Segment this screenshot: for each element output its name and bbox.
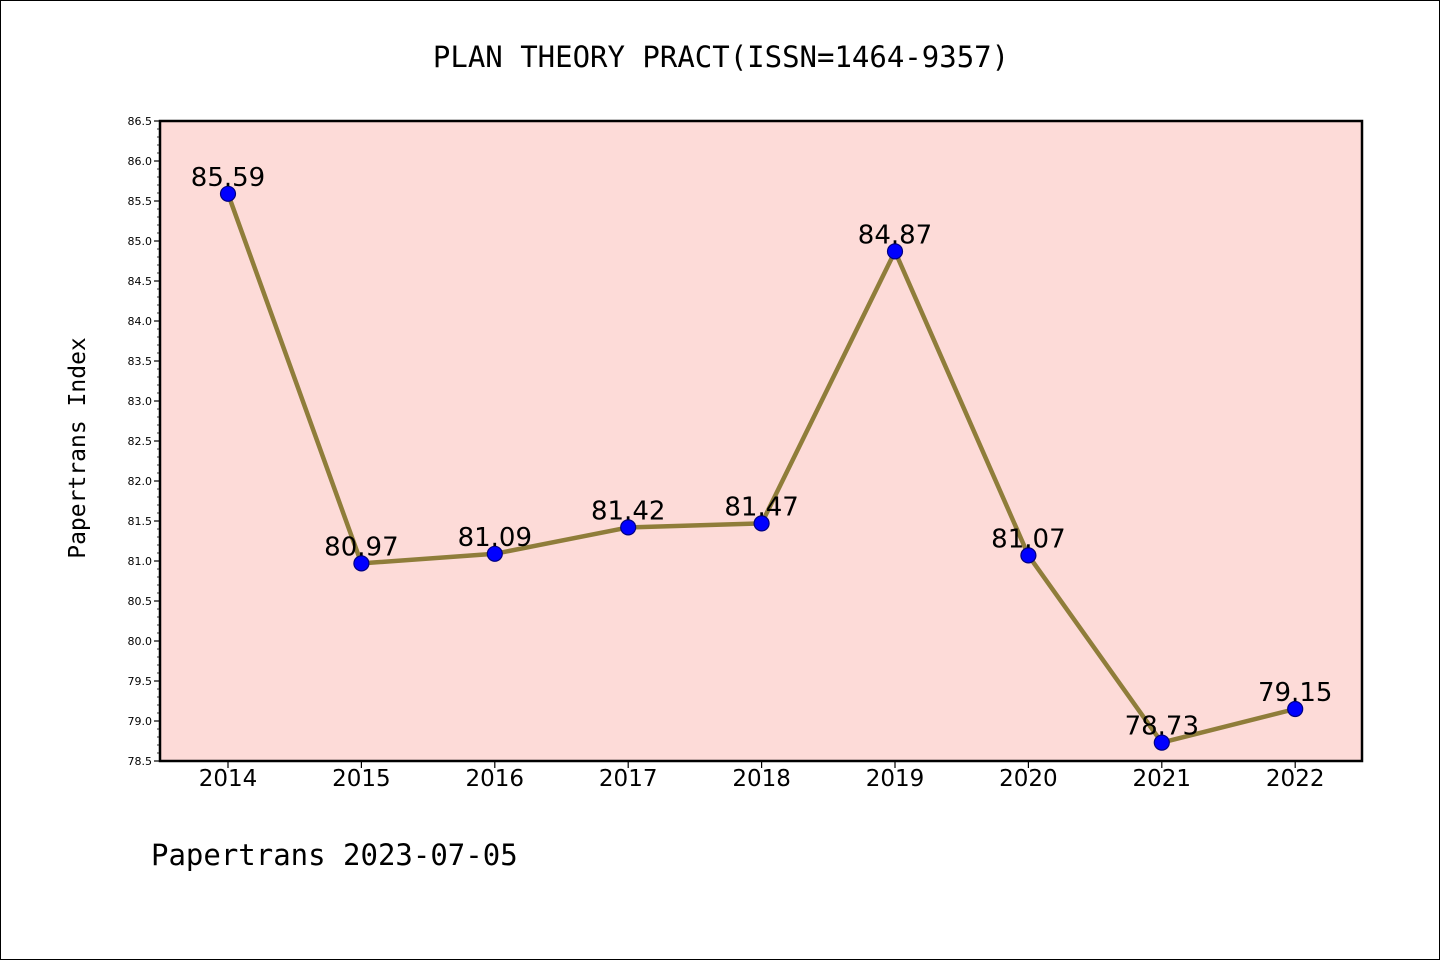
y-tick-label: 80.0 <box>128 635 153 648</box>
x-tick-label: 2014 <box>199 766 258 792</box>
y-tick-label: 82.0 <box>128 475 153 488</box>
x-tick-label: 2022 <box>1266 766 1325 792</box>
data-label: 81.07 <box>991 524 1065 554</box>
footer-text: Papertrans 2023-07-05 <box>151 838 518 872</box>
y-tick-label: 83.0 <box>128 395 153 408</box>
data-point <box>1287 700 1304 718</box>
y-tick-label: 82.5 <box>128 435 153 448</box>
data-point <box>753 515 770 532</box>
y-tick-label: 85.0 <box>128 235 153 248</box>
series: 85.59 80.97 81.09 81.42 81.47 84.87 81.07 78.73… <box>191 163 1332 751</box>
y-tick-label: 81.0 <box>128 555 153 568</box>
data-point <box>620 519 637 536</box>
data-point <box>486 545 503 562</box>
x-tick-label: 2018 <box>732 766 791 792</box>
data-label: 85.59 <box>191 163 265 193</box>
x-axis: 2014 2015 2016 2017 2018 2019 2020 2021 2022 <box>199 761 1325 792</box>
y-tick-label: 81.5 <box>128 515 153 528</box>
y-tick-label: 79.5 <box>128 675 153 688</box>
x-tick-label: 2020 <box>999 766 1058 792</box>
data-label: 79.15 <box>1258 678 1332 708</box>
x-tick-label: 2019 <box>866 766 925 792</box>
y-tick-label: 83.5 <box>128 355 153 368</box>
data-point <box>886 243 904 260</box>
data-label: 78.73 <box>1125 712 1199 742</box>
x-tick-label: 2017 <box>599 766 658 792</box>
data-point <box>219 185 237 202</box>
data-point <box>353 555 370 572</box>
x-tick-label: 2015 <box>332 766 391 792</box>
y-axis: 78.5 79.0 79.5 80.0 80.5 81.0 81.5 82.0 82.5 83.0… <box>128 115 160 768</box>
y-tick-label: 80.5 <box>128 595 153 608</box>
x-tick-label: 2016 <box>466 766 525 792</box>
y-axis-label: Papertrans Index <box>65 337 91 559</box>
y-tick-label: 79.0 <box>128 715 153 728</box>
y-tick-label: 84.5 <box>128 275 153 288</box>
chart-title: PLAN THEORY PRACT(ISSN=1464-9357) <box>433 40 1009 74</box>
data-label: 81.42 <box>591 496 665 526</box>
y-tick-label: 84.0 <box>128 315 153 328</box>
y-tick-label: 85.5 <box>128 195 153 208</box>
y-tick-label: 86.5 <box>128 115 153 128</box>
data-label: 81.09 <box>458 523 532 553</box>
y-tick-label: 86.0 <box>128 155 153 168</box>
data-label: 81.47 <box>724 492 798 522</box>
data-label: 84.87 <box>858 220 932 250</box>
plot-border <box>158 119 1364 763</box>
plot-area <box>160 121 1362 761</box>
data-label: 80.97 <box>324 532 398 562</box>
data-point <box>1020 547 1037 564</box>
data-point <box>1153 734 1170 751</box>
x-tick-label: 2021 <box>1133 766 1192 792</box>
y-tick-label: 78.5 <box>128 755 153 768</box>
